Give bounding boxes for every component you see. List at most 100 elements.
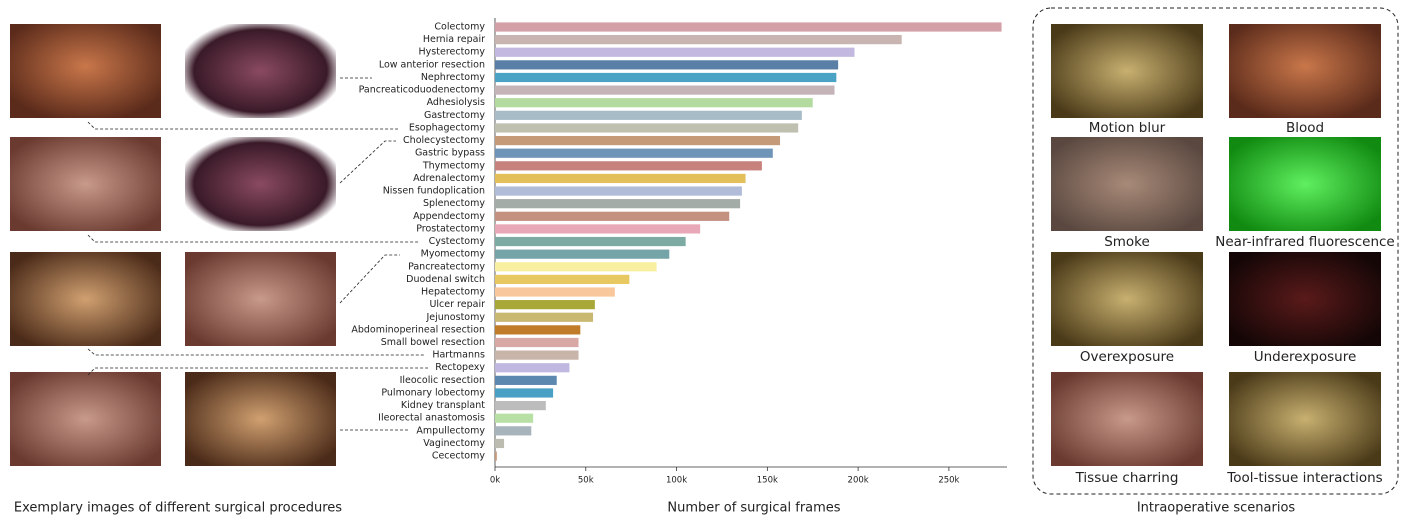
y-tick-label: Adhesiolysis bbox=[427, 97, 485, 108]
bar bbox=[495, 274, 630, 284]
bar bbox=[495, 85, 835, 95]
bar bbox=[495, 426, 532, 436]
bar bbox=[495, 98, 813, 108]
bar bbox=[495, 22, 1002, 32]
left-images bbox=[10, 24, 336, 466]
x-tick-label: 100k bbox=[666, 476, 687, 486]
y-tick-label: Gastrectomy bbox=[424, 110, 485, 121]
bar bbox=[495, 337, 579, 348]
y-tick-label: Prostatectomy bbox=[416, 223, 485, 234]
y-tick-label: Low anterior resection bbox=[379, 59, 485, 70]
image bbox=[185, 372, 336, 466]
bar bbox=[495, 224, 701, 234]
y-tick-label: Cholecystectomy bbox=[403, 135, 485, 146]
scenario-label: Smoke bbox=[1104, 234, 1150, 250]
bar bbox=[495, 287, 615, 297]
y-tick-label: Esophagectomy bbox=[409, 122, 486, 133]
y-tick-label: Pulmonary lobectomy bbox=[381, 387, 485, 398]
y-tick-label: Ulcer repair bbox=[429, 299, 485, 310]
connector bbox=[339, 140, 396, 184]
connectors bbox=[87, 77, 430, 431]
y-tick-label: Ileorectal anastomosis bbox=[378, 413, 485, 424]
bar bbox=[495, 47, 855, 57]
image bbox=[185, 137, 336, 231]
y-tick-label: Appendectomy bbox=[413, 211, 485, 222]
scenario-box bbox=[1032, 7, 1399, 495]
y-tick-label: Hepatectomy bbox=[421, 287, 485, 298]
x-tick-label: 0k bbox=[490, 476, 500, 486]
y-tick-label: Duodenal switch bbox=[406, 274, 485, 285]
image bbox=[10, 137, 161, 231]
y-tick-label: Thymectomy bbox=[422, 160, 486, 171]
bar bbox=[495, 438, 505, 449]
y-tick-label: Small bowel resection bbox=[381, 337, 485, 348]
bar bbox=[495, 375, 557, 385]
bar bbox=[495, 135, 781, 146]
y-tick-label: Gastric bypass bbox=[415, 148, 485, 159]
image bbox=[10, 24, 161, 118]
y-tick-label: Kidney transplant bbox=[401, 400, 485, 411]
bar bbox=[495, 325, 581, 335]
bar bbox=[495, 413, 534, 423]
x-axis-label: Number of surgical frames bbox=[667, 501, 840, 516]
scenario-label: Overexposure bbox=[1080, 349, 1174, 365]
bar bbox=[495, 388, 554, 398]
y-tick-label: Jejunostomy bbox=[425, 312, 485, 323]
bar bbox=[495, 401, 546, 411]
bar bbox=[495, 148, 773, 158]
bar bbox=[495, 199, 741, 209]
scenario-label: Near-infrared fluorescence bbox=[1215, 234, 1394, 250]
image bbox=[1229, 252, 1381, 346]
right-caption: Intraoperative scenarios bbox=[1137, 501, 1296, 516]
scenario-label: Tool-tissue interactions bbox=[1226, 470, 1382, 486]
y-tick-label: Ileocolic resection bbox=[400, 375, 485, 386]
image bbox=[185, 24, 336, 118]
y-tick-label: Myomectomy bbox=[421, 249, 486, 260]
y-tick-label: Cystectomy bbox=[429, 236, 486, 247]
image bbox=[1051, 24, 1203, 118]
bar bbox=[495, 60, 839, 70]
scenario-label: Motion blur bbox=[1089, 120, 1166, 136]
y-tick-label: Splenectomy bbox=[423, 198, 485, 209]
y-tick-label: Hysterectomy bbox=[419, 47, 486, 58]
y-tick-label: Abdominoperineal resection bbox=[351, 324, 485, 335]
y-tick-label: Colectomy bbox=[434, 22, 485, 33]
bar bbox=[495, 350, 579, 360]
bar bbox=[495, 312, 594, 322]
bar bbox=[495, 236, 686, 247]
left-caption: Exemplary images of different surgical p… bbox=[14, 501, 342, 516]
image bbox=[1229, 372, 1381, 466]
x-tick-label: 200k bbox=[848, 476, 869, 486]
y-tick-label: Adrenalectomy bbox=[413, 173, 485, 184]
image bbox=[1051, 252, 1203, 346]
bar bbox=[495, 72, 837, 83]
bar bbox=[495, 262, 657, 272]
x-tick-label: 150k bbox=[757, 476, 778, 486]
connector bbox=[87, 121, 398, 130]
image bbox=[1051, 372, 1203, 466]
bar bbox=[495, 123, 799, 133]
y-tick-label: Nephrectomy bbox=[421, 72, 486, 83]
bar bbox=[495, 249, 670, 259]
y-tick-label: Rectopexy bbox=[435, 362, 485, 373]
scenarios bbox=[1051, 24, 1381, 466]
image bbox=[10, 252, 161, 346]
connector bbox=[87, 348, 424, 356]
bar bbox=[495, 451, 497, 461]
y-tick-label: Ampullectomy bbox=[416, 425, 485, 436]
y-tick-label: Hartmanns bbox=[432, 350, 485, 361]
bar bbox=[495, 110, 802, 120]
y-tick-label: Pancreatectomy bbox=[408, 261, 485, 272]
image bbox=[10, 372, 161, 466]
image bbox=[1229, 137, 1381, 231]
bar bbox=[495, 173, 746, 184]
x-tick-label: 250k bbox=[938, 476, 959, 486]
y-tick-label: Cecectomy bbox=[432, 451, 486, 462]
bar bbox=[495, 300, 595, 310]
scenario-label: Underexposure bbox=[1254, 349, 1357, 365]
connector bbox=[87, 234, 420, 243]
y-tick-label: Pancreaticoduodenectomy bbox=[359, 85, 486, 96]
bar bbox=[495, 211, 730, 221]
image bbox=[1229, 24, 1381, 118]
